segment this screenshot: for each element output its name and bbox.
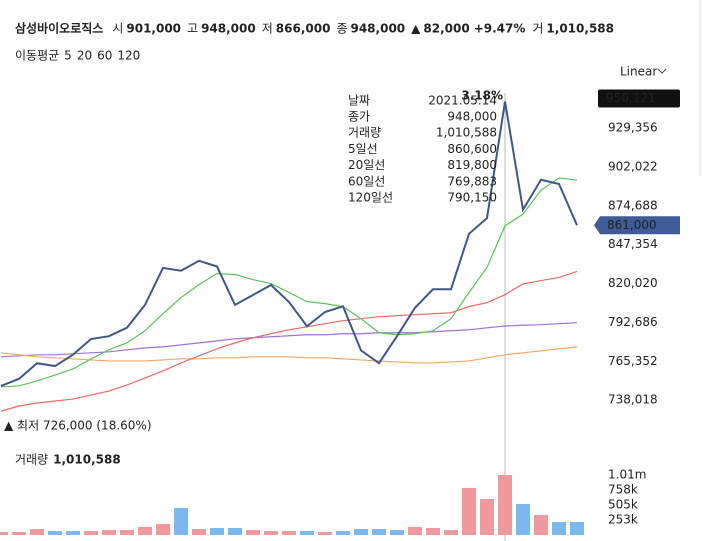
last-value-label: 861,000 bbox=[607, 218, 657, 232]
y-tick-label: 505k bbox=[608, 498, 638, 512]
ma-line bbox=[0, 177, 578, 388]
last-value-box bbox=[594, 216, 680, 235]
y-tick-label: 758k bbox=[608, 483, 638, 497]
volume-bar bbox=[246, 530, 260, 535]
y-tick-label: 792,686 bbox=[608, 315, 658, 329]
stat-label: 종 bbox=[336, 22, 347, 36]
stat-value: 948,000 bbox=[350, 22, 405, 36]
stock-name: 삼성바이오로직스 bbox=[15, 21, 103, 36]
y-tick-label: 929,356 bbox=[608, 121, 658, 135]
y-tick-label: 874,688 bbox=[608, 198, 658, 212]
legend-item: 60 bbox=[97, 49, 112, 63]
volume-bar bbox=[66, 531, 80, 535]
tooltip-label: 60일선 bbox=[348, 174, 385, 188]
ma-line bbox=[0, 270, 578, 412]
volume-bar bbox=[552, 522, 566, 535]
legend-item: 20 bbox=[77, 49, 92, 63]
volume-bar bbox=[228, 527, 242, 535]
stat-value: 866,000 bbox=[276, 22, 331, 36]
volume-bar bbox=[372, 529, 386, 535]
volume-bar bbox=[516, 503, 530, 535]
tooltip-value: 948,000 bbox=[447, 110, 497, 124]
volume-bar bbox=[300, 531, 314, 535]
tooltip-value: 819,800 bbox=[447, 158, 497, 172]
legend-item: 120 bbox=[117, 49, 140, 63]
scale-selector[interactable]: Linear bbox=[620, 65, 657, 79]
volume-bar bbox=[390, 530, 404, 535]
tooltip-label: 종가 bbox=[348, 110, 370, 124]
volume-title: 거래량 bbox=[15, 453, 48, 467]
volume-bar bbox=[84, 531, 98, 535]
crosshair-value-box bbox=[598, 89, 680, 108]
y-tick-label: 820,020 bbox=[608, 276, 658, 290]
tooltip-label: 120일선 bbox=[348, 191, 393, 205]
volume-bar bbox=[534, 514, 548, 535]
change-percent: +9.47% bbox=[474, 22, 526, 36]
tooltip-value: 860,600 bbox=[447, 142, 497, 156]
volume-bar bbox=[12, 532, 26, 535]
ma-line bbox=[0, 346, 578, 364]
stat-label: 시 bbox=[112, 22, 123, 36]
volume-bar bbox=[444, 530, 458, 535]
stat-label: 고 bbox=[187, 22, 198, 36]
selector-chevron[interactable] bbox=[657, 68, 667, 74]
volume-bar bbox=[480, 498, 494, 535]
volume-bar bbox=[30, 529, 44, 535]
volume-bar bbox=[156, 523, 170, 535]
volume-bar bbox=[0, 532, 8, 535]
volume-bar bbox=[282, 531, 296, 535]
y-tick-label: 253k bbox=[608, 512, 638, 526]
tooltip-label: 20일선 bbox=[348, 158, 385, 172]
volume-title-value: 1,010,588 bbox=[53, 453, 121, 467]
tooltip-value: 790,150 bbox=[447, 191, 497, 205]
tooltip-label: 날짜 bbox=[348, 94, 370, 108]
low-annotation: ▲ 최저 726,000 (18.60%) bbox=[4, 419, 152, 433]
volume-bar bbox=[408, 526, 422, 535]
y-tick-label: 1.01m bbox=[608, 468, 646, 482]
tooltip-date: 2021.05.14 bbox=[428, 94, 497, 108]
stat-value: 901,000 bbox=[126, 22, 181, 36]
crosshair-value-label: 950,121 bbox=[606, 91, 656, 105]
stat-label: 저 bbox=[262, 22, 273, 36]
volume-bar bbox=[48, 531, 62, 535]
tooltip-label: 거래량 bbox=[348, 126, 381, 140]
volume-bar bbox=[354, 529, 368, 535]
legend-item: 5 bbox=[64, 49, 72, 63]
tooltip-background bbox=[342, 90, 504, 207]
volume-bar bbox=[138, 526, 152, 535]
volume-bar bbox=[426, 527, 440, 535]
volume-bar bbox=[498, 475, 512, 535]
volume-bar bbox=[336, 531, 350, 535]
tooltip-value: 1,010,588 bbox=[436, 126, 497, 140]
ma-line bbox=[0, 322, 578, 358]
stat-value: 948,000 bbox=[201, 22, 256, 36]
y-tick-label: 765,352 bbox=[608, 354, 658, 368]
volume-bar bbox=[462, 487, 476, 535]
volume-bar bbox=[192, 529, 206, 535]
close-line bbox=[0, 101, 578, 387]
volume-bar bbox=[570, 522, 584, 535]
volume-bar bbox=[264, 531, 278, 535]
volume-bar bbox=[120, 530, 134, 535]
high-annotation: 3.18% bbox=[461, 89, 503, 103]
volume-bar bbox=[210, 527, 224, 535]
change-value: 82,000 bbox=[423, 22, 469, 36]
volume-value: 1,010,588 bbox=[546, 22, 614, 36]
y-tick-label: 902,022 bbox=[608, 159, 658, 173]
tooltip-label: 5일선 bbox=[348, 142, 378, 156]
volume-label: 거 bbox=[532, 22, 543, 36]
volume-bar bbox=[102, 530, 116, 535]
y-tick-label: 738,018 bbox=[608, 393, 658, 407]
tooltip-value: 769,883 bbox=[447, 174, 497, 188]
volume-bar bbox=[318, 532, 332, 535]
change-arrow: ▲ bbox=[411, 22, 421, 36]
volume-bar bbox=[174, 507, 188, 535]
y-tick-label: 847,354 bbox=[608, 237, 658, 251]
legend-title: 이동평균 bbox=[15, 49, 59, 63]
